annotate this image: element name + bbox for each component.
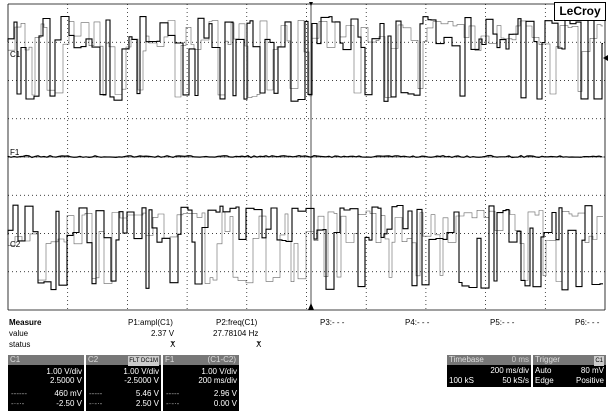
timebase-samples: 100 kS xyxy=(449,376,474,385)
f1-cursor2-marker: -·-·- xyxy=(166,399,180,408)
c1-cursor2: -2.50 V xyxy=(56,399,82,408)
trigger-level: 80 mV xyxy=(580,366,604,375)
param-p3-name[interactable]: P3:- - - xyxy=(320,318,345,327)
c2-waveform xyxy=(7,204,603,291)
c2-panel-name: C2 xyxy=(88,355,99,364)
timebase-tdiv: 200 ms/div xyxy=(490,366,529,375)
param-p2-name[interactable]: P2:freq(C1) xyxy=(216,318,258,327)
c1-vdiv: 1.00 V/div xyxy=(46,367,82,376)
measure-table[interactable]: Measure value status P1:ampl(C1) 2.37 V … xyxy=(0,318,609,354)
f1-panel-header: F1 (C1-C2) xyxy=(163,355,239,365)
c2-channel-panel[interactable]: C2 FLT DC1M 1.00 V/div -2.5000 V ----- 5… xyxy=(86,355,161,411)
f1-cursor1-marker: ----- xyxy=(166,389,180,398)
c1-offset: 2.5000 V xyxy=(49,376,82,385)
trigger-title: Trigger xyxy=(535,355,561,364)
c1-cursor2-marker: -·-·- xyxy=(11,399,25,408)
trigger-position-marker-bottom[interactable] xyxy=(308,303,314,310)
trigger-type: Edge xyxy=(535,376,554,385)
c2-coupling-tags: FLT DC1M xyxy=(128,356,159,366)
waveform-display xyxy=(7,2,608,311)
f1-expression: (C1-C2) xyxy=(207,355,236,364)
trigger-slope: Positive xyxy=(575,376,604,385)
c2-vdiv: 1.00 V/div xyxy=(123,367,159,376)
c1-cursor1: 460 mV xyxy=(54,389,82,398)
param-p1-value: 2.37 V xyxy=(151,329,175,338)
timebase-delay: 0 ms xyxy=(511,355,529,364)
f1-panel-name: F1 xyxy=(165,355,175,364)
f1-trace-label[interactable]: F1 xyxy=(10,148,20,157)
c2-cursor2: 2.50 V xyxy=(135,399,159,408)
trigger-position-marker-top[interactable] xyxy=(309,2,313,6)
c1-channel-panel[interactable]: C1 1.00 V/div 2.5000 V ------ 460 mV -·-… xyxy=(8,355,84,411)
param-p2-status: ⵅ xyxy=(256,340,262,349)
trigger-panel[interactable]: Trigger C1 Auto 80 mV Edge Positive xyxy=(533,355,606,387)
measure-title: Measure xyxy=(9,318,42,327)
brand-logo: LeCroy xyxy=(554,2,606,21)
timebase-panel-header: Timebase 0 ms xyxy=(447,355,531,365)
param-p5-name[interactable]: P5:- - - xyxy=(490,318,515,327)
f1-vdiv: 1.00 V/div xyxy=(201,367,237,376)
c2-panel-header: C2 FLT DC1M xyxy=(86,355,161,366)
param-p2-value: 27.78104 Hz xyxy=(213,329,259,338)
param-p1-name[interactable]: P1:ampl(C1) xyxy=(128,318,173,327)
c2-trace-label[interactable]: C2 xyxy=(10,240,21,249)
c2-cursor2-marker: -·-·- xyxy=(89,399,103,408)
c2-offset: -2.5000 V xyxy=(124,376,159,385)
c1-cursor1-marker: ------ xyxy=(11,389,27,398)
c1-waveform xyxy=(7,15,603,102)
c1-trace-label[interactable]: C1 xyxy=(10,50,21,59)
c1-waveform-shadow xyxy=(7,20,603,98)
f1-math-panel[interactable]: F1 (C1-C2) 1.00 V/div 200 ms/div ----- 2… xyxy=(163,355,239,411)
f1-tdiv: 200 ms/div xyxy=(198,376,237,385)
timebase-title: Timebase xyxy=(449,355,484,364)
trigger-level-marker[interactable] xyxy=(603,55,608,61)
param-p6-name[interactable]: P6:- - - xyxy=(575,318,600,327)
f1-waveform xyxy=(7,154,603,159)
c2-cursor1: 5.46 V xyxy=(135,389,159,398)
c2-cursor1-marker: ----- xyxy=(89,389,103,398)
trigger-panel-header: Trigger C1 xyxy=(533,355,606,366)
measure-row-label-status: status xyxy=(9,340,31,349)
c2-waveform-shadow xyxy=(7,210,603,284)
timebase-panel[interactable]: Timebase 0 ms 200 ms/div 100 kS 50 kS/s xyxy=(447,355,531,387)
param-p4-name[interactable]: P4:- - - xyxy=(405,318,430,327)
timebase-rate: 50 kS/s xyxy=(502,376,529,385)
f1-cursor2: 0.00 V xyxy=(213,399,237,408)
trigger-source: C1 xyxy=(594,356,604,366)
measure-row-label-value: value xyxy=(9,329,29,338)
f1-cursor1: 2.96 V xyxy=(213,389,237,398)
c1-panel-name: C1 xyxy=(10,355,21,364)
param-p1-status: ⵅ xyxy=(170,340,176,349)
trigger-mode: Auto xyxy=(535,366,552,375)
c1-panel-header: C1 xyxy=(8,355,84,365)
